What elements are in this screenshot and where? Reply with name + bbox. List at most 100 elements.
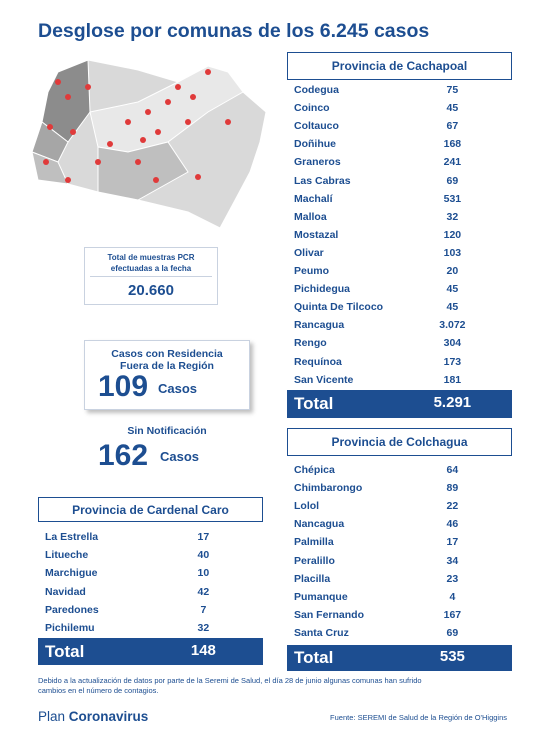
footnote: Debido a la actualización de datos por p… (38, 676, 422, 696)
row-value: 167 (443, 608, 462, 621)
row-name: Peumo (294, 265, 330, 277)
row-name: Placilla (294, 572, 331, 585)
row-name: San Vicente (294, 373, 354, 386)
row-value: 4 (449, 590, 456, 603)
row-value: 531 (443, 192, 462, 205)
footnote-line: Debido a la actualización de datos por p… (38, 676, 422, 685)
outside-label: Casos con Residencia Fuera de la Región (84, 348, 250, 372)
row-value: 67 (446, 120, 459, 133)
row-name: Codegua (294, 84, 339, 96)
total-value: 148 (190, 641, 216, 659)
row-value: 23 (446, 572, 459, 585)
row-value: 173 (443, 355, 462, 368)
row-value: 120 (443, 228, 462, 241)
row-name: Lolol (294, 500, 320, 513)
region-map (31, 59, 267, 229)
row-name: Malloa (294, 210, 327, 223)
row-value: 45 (446, 283, 459, 296)
row-value: 103 (443, 246, 462, 259)
map-area (97, 141, 189, 201)
row-name: Coltauco (294, 120, 339, 133)
row-value: 42 (197, 585, 210, 598)
row-name: Rancagua (294, 319, 345, 332)
row-name: San Fernando (294, 608, 365, 621)
table-header: Provincia de Cardenal Caro (38, 497, 263, 522)
total-value: 5.291 (433, 394, 472, 411)
row-name: Palmilla (294, 536, 334, 549)
outside-box (84, 340, 250, 410)
row-name: Litueche (45, 549, 89, 562)
pcr-value: 20.660 (128, 282, 174, 299)
brand-name: Coronavirus (68, 709, 149, 724)
pcr-label-line: Total de muestras PCR (107, 253, 195, 262)
table-header: Provincia de Cachapoal (287, 52, 512, 80)
row-name: Nancagua (294, 518, 345, 531)
map-pins (43, 69, 231, 183)
row-name: Chimbarongo (294, 482, 363, 495)
row-name: Pichidegua (294, 283, 351, 296)
row-value: 3.072 (439, 319, 466, 332)
outside-label-line: Fuera de la Región (120, 360, 214, 372)
row-value: 10 (197, 567, 210, 580)
row-name: Mostazal (294, 228, 339, 241)
row-value: 40 (197, 549, 210, 562)
row-value: 168 (443, 138, 462, 151)
source: Fuente: SEREMI de Salud de la Región de … (330, 713, 507, 722)
row-value: 181 (443, 373, 462, 386)
pcr-label-line: efectuadas a la fecha (110, 264, 192, 273)
no-notification-unit: Casos (160, 449, 200, 464)
row-value: 89 (446, 482, 459, 495)
row-value: 69 (446, 174, 459, 187)
total-bar (287, 390, 512, 418)
row-name: Doñihue (294, 138, 336, 151)
row-value: 45 (446, 301, 459, 314)
row-name: Machalí (294, 192, 333, 205)
row-name: Las Cabras (294, 174, 351, 187)
row-value: 46 (446, 518, 459, 531)
row-name: Olivar (294, 246, 324, 259)
row-value: 20 (446, 265, 459, 277)
row-name: Chépica (294, 464, 335, 476)
divider (90, 276, 212, 277)
title: Desglose por comunas de los 6.245 casos (38, 20, 430, 42)
total-label: Total (294, 394, 334, 413)
row-name: Paredones (45, 603, 99, 616)
table-header: Provincia de Colchagua (287, 428, 512, 456)
row-name: Pumanque (294, 590, 348, 603)
row-value: 7 (200, 603, 207, 616)
row-value: 22 (446, 500, 459, 513)
row-value: 45 (446, 102, 459, 115)
row-value: 304 (443, 337, 462, 350)
row-value: 17 (446, 536, 459, 549)
row-value: 241 (443, 156, 462, 169)
row-value: 64 (446, 464, 459, 476)
row-value: 17 (197, 531, 210, 543)
no-notification-label: Sin Notificación (127, 425, 207, 437)
outside-label-line: Casos con Residencia (111, 348, 223, 360)
pcr-label: Total de muestras PCR efectuadas a la fe… (84, 252, 218, 274)
row-name: Quinta De Tilcoco (294, 301, 384, 314)
brand-plan: Plan (38, 709, 66, 724)
brand: Plan Coronavirus (38, 709, 148, 724)
outside-value: 109 (98, 370, 149, 403)
outside-unit: Casos (158, 381, 198, 396)
row-name: Navidad (45, 585, 86, 598)
row-name: Graneros (294, 156, 341, 169)
row-name: Peralillo (294, 554, 335, 567)
no-notification-value: 162 (98, 439, 149, 472)
row-name: Rengo (294, 337, 327, 350)
row-value: 32 (197, 622, 210, 634)
row-value: 75 (446, 84, 459, 96)
total-value: 535 (439, 648, 465, 665)
row-name: Requínoa (294, 355, 342, 368)
total-bar (287, 645, 512, 671)
row-name: Marchigue (45, 567, 98, 580)
footnote-line: cambios en el número de contagios. (38, 686, 159, 695)
total-bar (38, 638, 263, 665)
row-name: Santa Cruz (294, 626, 349, 639)
map-area (31, 151, 69, 185)
total-label: Total (45, 641, 85, 661)
row-value: 32 (446, 210, 459, 223)
